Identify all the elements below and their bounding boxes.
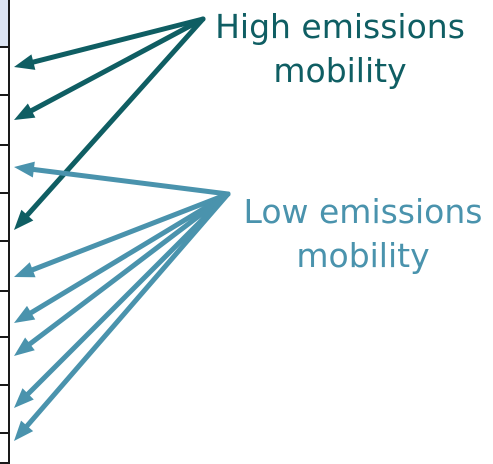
low-emissions-arrow-5-shaft	[24, 191, 231, 398]
low-emissions-label: Low emissions mobility	[228, 190, 493, 278]
table-row-cell	[0, 242, 10, 292]
low-emissions-arrow-4-head	[14, 337, 35, 356]
low-emissions-arrow-2-head	[14, 262, 36, 278]
high-emissions-label-line2: mobility	[273, 51, 407, 90]
high-emissions-arrows	[14, 16, 206, 230]
low-emissions-arrow-4-shaft	[25, 191, 231, 348]
low-emissions-label-line2: mobility	[296, 236, 430, 275]
high-emissions-arrow-1-head	[14, 54, 36, 70]
table-row-cell	[0, 194, 10, 242]
table-header-cell	[0, 0, 10, 48]
table-edge	[0, 0, 12, 464]
low-emissions-label-line1: Low emissions	[243, 192, 483, 231]
low-emissions-arrow-6-head	[14, 420, 34, 441]
high-emissions-arrow-2-head	[14, 103, 36, 120]
high-emissions-arrow-3-head	[14, 209, 34, 230]
low-emissions-arrow-5-head	[14, 388, 34, 408]
table-row-cell	[0, 48, 10, 96]
table-row-cell	[0, 292, 10, 338]
low-emissions-arrow-2-shaft	[28, 191, 231, 273]
table-row-cell	[0, 338, 10, 386]
high-emissions-label-line1: High emissions	[215, 7, 465, 46]
low-emissions-arrow-6-shaft	[23, 191, 231, 430]
high-emissions-label: High emissions mobility	[200, 5, 480, 93]
high-emissions-arrow-3-shaft	[23, 16, 206, 220]
low-emissions-arrow-1-shaft	[29, 166, 231, 197]
high-emissions-arrow-1-shaft	[28, 16, 206, 66]
low-emissions-arrow-3-shaft	[26, 191, 231, 317]
low-emissions-arrows	[14, 161, 231, 441]
table-row-cell	[0, 386, 10, 434]
low-emissions-arrow-3-head	[14, 305, 36, 323]
table-row-cell	[0, 146, 10, 194]
table-row-cell	[0, 96, 10, 146]
high-emissions-arrow-2-shaft	[27, 16, 206, 115]
low-emissions-arrow-1-head	[14, 161, 35, 178]
